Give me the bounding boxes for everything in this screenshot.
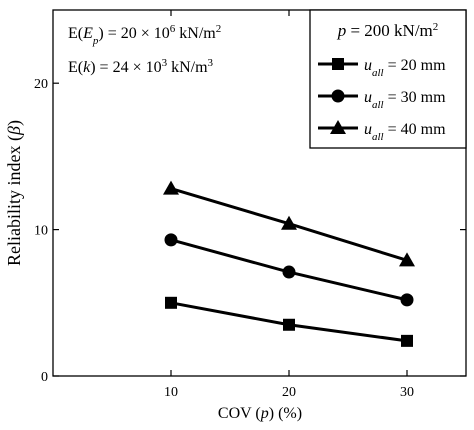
legend-item-1: uall = 20 mm (318, 57, 446, 79)
series-1 (165, 296, 413, 347)
legend-item-3: uall = 40 mm (318, 120, 446, 143)
axis-ticks: 10 20 30 0 10 20 (34, 10, 466, 400)
legend-box (309, 9, 467, 149)
data-point (282, 265, 296, 279)
legend-marker (330, 120, 346, 134)
data-point (399, 252, 415, 267)
data-point (283, 318, 295, 331)
legend-marker (331, 89, 345, 103)
y-tick-label: 20 (34, 77, 48, 92)
data-point (165, 296, 177, 309)
series-2 (164, 233, 414, 307)
data-point (401, 334, 413, 347)
data-point (281, 215, 297, 230)
legend-item-2: uall = 30 mm (318, 89, 446, 111)
annotation-2: E(k) = 24 × 103 kN/m3 (68, 57, 214, 76)
y-tick-label: 10 (34, 224, 48, 239)
legend-label: uall = 20 mm (364, 57, 446, 79)
x-tick-label: 10 (164, 385, 178, 400)
annotations: E(Ep) = 20 × 106 kN/m2 E(k) = 24 × 103 kN… (68, 23, 221, 76)
data-point (164, 233, 178, 247)
legend-marker (332, 58, 344, 70)
legend-label: uall = 40 mm (364, 121, 446, 143)
data-point (163, 180, 179, 195)
y-axis-label: Reliability index (β) (4, 120, 25, 266)
legend-label: uall = 30 mm (364, 89, 446, 111)
plot-frame (52, 9, 467, 377)
x-axis-label: COV (p) (%) (218, 405, 302, 422)
data-point (400, 293, 414, 307)
y-tick-label: 0 (41, 370, 48, 385)
x-tick-label: 30 (400, 385, 414, 400)
annotation-1: E(Ep) = 20 × 106 kN/m2 (68, 23, 221, 47)
legend: p = 200 kN/m2 uall = 20 mm uall = 30 mm ual… (309, 9, 467, 149)
series-3 (163, 180, 415, 267)
series-layer (163, 180, 415, 347)
legend-title: p = 200 kN/m2 (337, 21, 439, 40)
x-tick-label: 20 (282, 385, 296, 400)
